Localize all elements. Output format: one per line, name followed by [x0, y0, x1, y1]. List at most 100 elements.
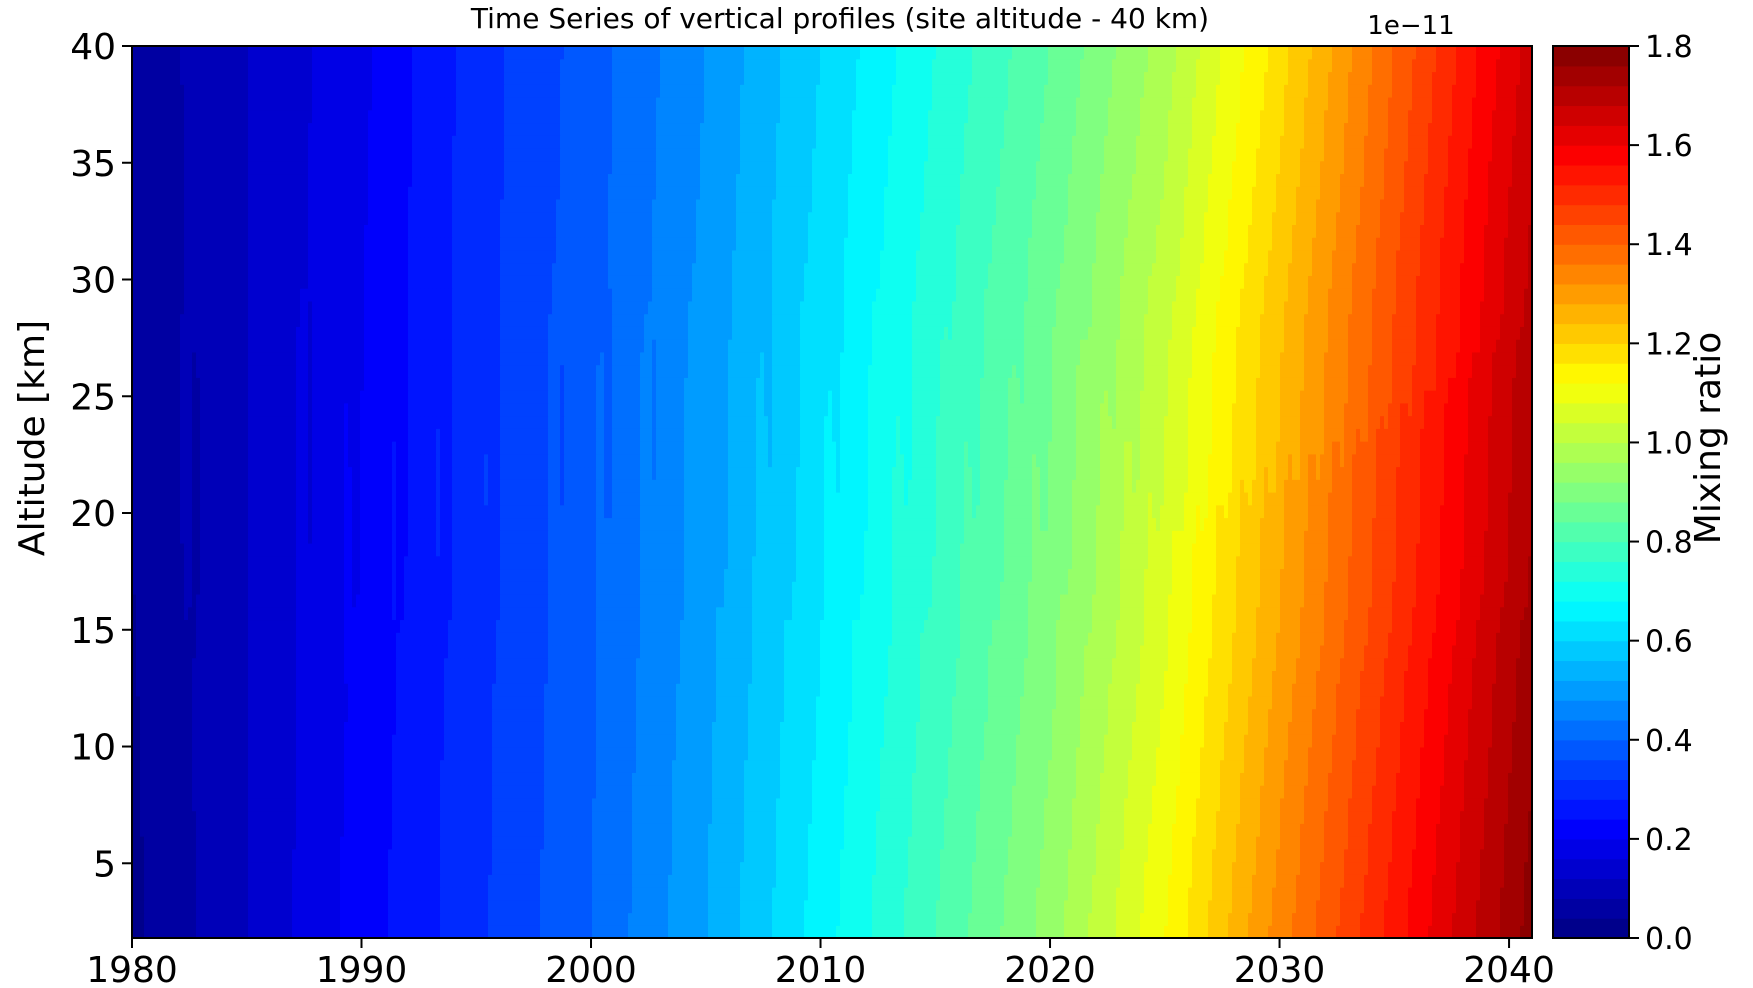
- contour-cell: [1080, 913, 1085, 926]
- contour-cell: [1036, 849, 1041, 862]
- contour-cell: [1460, 785, 1465, 798]
- contour-cell: [140, 874, 145, 887]
- contour-cell: [704, 785, 709, 798]
- contour-cell: [444, 913, 449, 926]
- contour-cell: [568, 862, 573, 875]
- contour-cell: [584, 823, 589, 836]
- contour-cell: [1512, 836, 1517, 849]
- contour-cell: [456, 913, 461, 926]
- contour-cell: [608, 823, 613, 836]
- contour-cell: [448, 823, 453, 836]
- contour-cell: [988, 785, 993, 798]
- contour-cell: [1472, 913, 1477, 926]
- contour-cell: [568, 874, 573, 887]
- contour-cell: [592, 862, 597, 875]
- contour-cell: [224, 811, 229, 824]
- contour-cell: [1032, 874, 1037, 887]
- contour-cell: [680, 913, 685, 926]
- contour-cell: [140, 772, 145, 785]
- contour-cell: [1420, 785, 1425, 798]
- contour-cell: [272, 823, 277, 836]
- contour-cell: [208, 823, 213, 836]
- contour-cell: [616, 823, 621, 836]
- contour-cell: [396, 760, 401, 773]
- contour-cell: [344, 823, 349, 836]
- contour-cell: [1264, 862, 1269, 875]
- contour-cell: [1428, 887, 1433, 900]
- contour-cell: [368, 849, 373, 862]
- contour-cell: [976, 785, 981, 798]
- contour-cell: [144, 849, 149, 862]
- contour-cell: [176, 760, 181, 773]
- contour-cell: [936, 811, 941, 824]
- contour-cell: [208, 798, 213, 811]
- contour-cell: [1012, 760, 1017, 773]
- contour-cell: [680, 760, 685, 773]
- contour-cell: [264, 760, 269, 773]
- contour-cell: [332, 798, 337, 811]
- contour-cell: [976, 913, 981, 926]
- contour-cell: [748, 785, 753, 798]
- contour-cell: [1072, 913, 1077, 926]
- contour-cell: [1212, 785, 1217, 798]
- contour-cell: [260, 849, 265, 862]
- contour-cell: [660, 925, 665, 938]
- contour-cell: [764, 849, 769, 862]
- contour-cell: [1324, 900, 1329, 913]
- contour-cell: [1392, 760, 1397, 773]
- contour-cell: [864, 849, 869, 862]
- contour-cell: [824, 798, 829, 811]
- contour-cell: [200, 747, 205, 760]
- contour-cell: [512, 862, 517, 875]
- contour-cell: [440, 849, 445, 862]
- contour-cell: [200, 900, 205, 913]
- contour-cell: [964, 862, 969, 875]
- contour-cell: [772, 811, 777, 824]
- contour-cell: [560, 760, 565, 773]
- contour-cell: [1372, 874, 1377, 887]
- contour-cell: [1156, 900, 1161, 913]
- contour-cell: [252, 925, 257, 938]
- contour-cell: [1200, 811, 1205, 824]
- contour-cell: [468, 900, 473, 913]
- contour-cell: [920, 785, 925, 798]
- contour-cell: [956, 823, 961, 836]
- contour-cell: [960, 887, 965, 900]
- contour-cell: [1176, 913, 1181, 926]
- contour-cell: [760, 887, 765, 900]
- contour-cell: [776, 849, 781, 862]
- contour-cell: [904, 887, 909, 900]
- contour-cell: [848, 823, 853, 836]
- contour-cell: [412, 925, 417, 938]
- contour-cell: [740, 925, 745, 938]
- contour-cell: [556, 798, 561, 811]
- contour-cell: [636, 900, 641, 913]
- contour-cell: [1200, 772, 1205, 785]
- contour-cell: [1184, 925, 1189, 938]
- contour-cell: [1520, 849, 1525, 862]
- contour-cell: [416, 900, 421, 913]
- contour-cell: [760, 849, 765, 862]
- contour-cell: [508, 849, 513, 862]
- contour-cell: [256, 785, 261, 798]
- contour-cell: [764, 785, 769, 798]
- contour-cell: [860, 798, 865, 811]
- contour-cell: [1176, 811, 1181, 824]
- contour-cell: [700, 925, 705, 938]
- contour-cell: [328, 874, 333, 887]
- contour-cell: [1516, 836, 1521, 849]
- contour-cell: [704, 900, 709, 913]
- contour-cell: [560, 862, 565, 875]
- contour-cell: [1004, 823, 1009, 836]
- contour-cell: [292, 760, 297, 773]
- contour-cell: [308, 823, 313, 836]
- contour-cell: [420, 798, 425, 811]
- contour-cell: [984, 836, 989, 849]
- contour-cell: [856, 887, 861, 900]
- contour-cell: [272, 900, 277, 913]
- contour-cell: [676, 785, 681, 798]
- contour-cell: [276, 913, 281, 926]
- contour-cell: [332, 772, 337, 785]
- contour-cell: [1180, 862, 1185, 875]
- contour-cell: [504, 785, 509, 798]
